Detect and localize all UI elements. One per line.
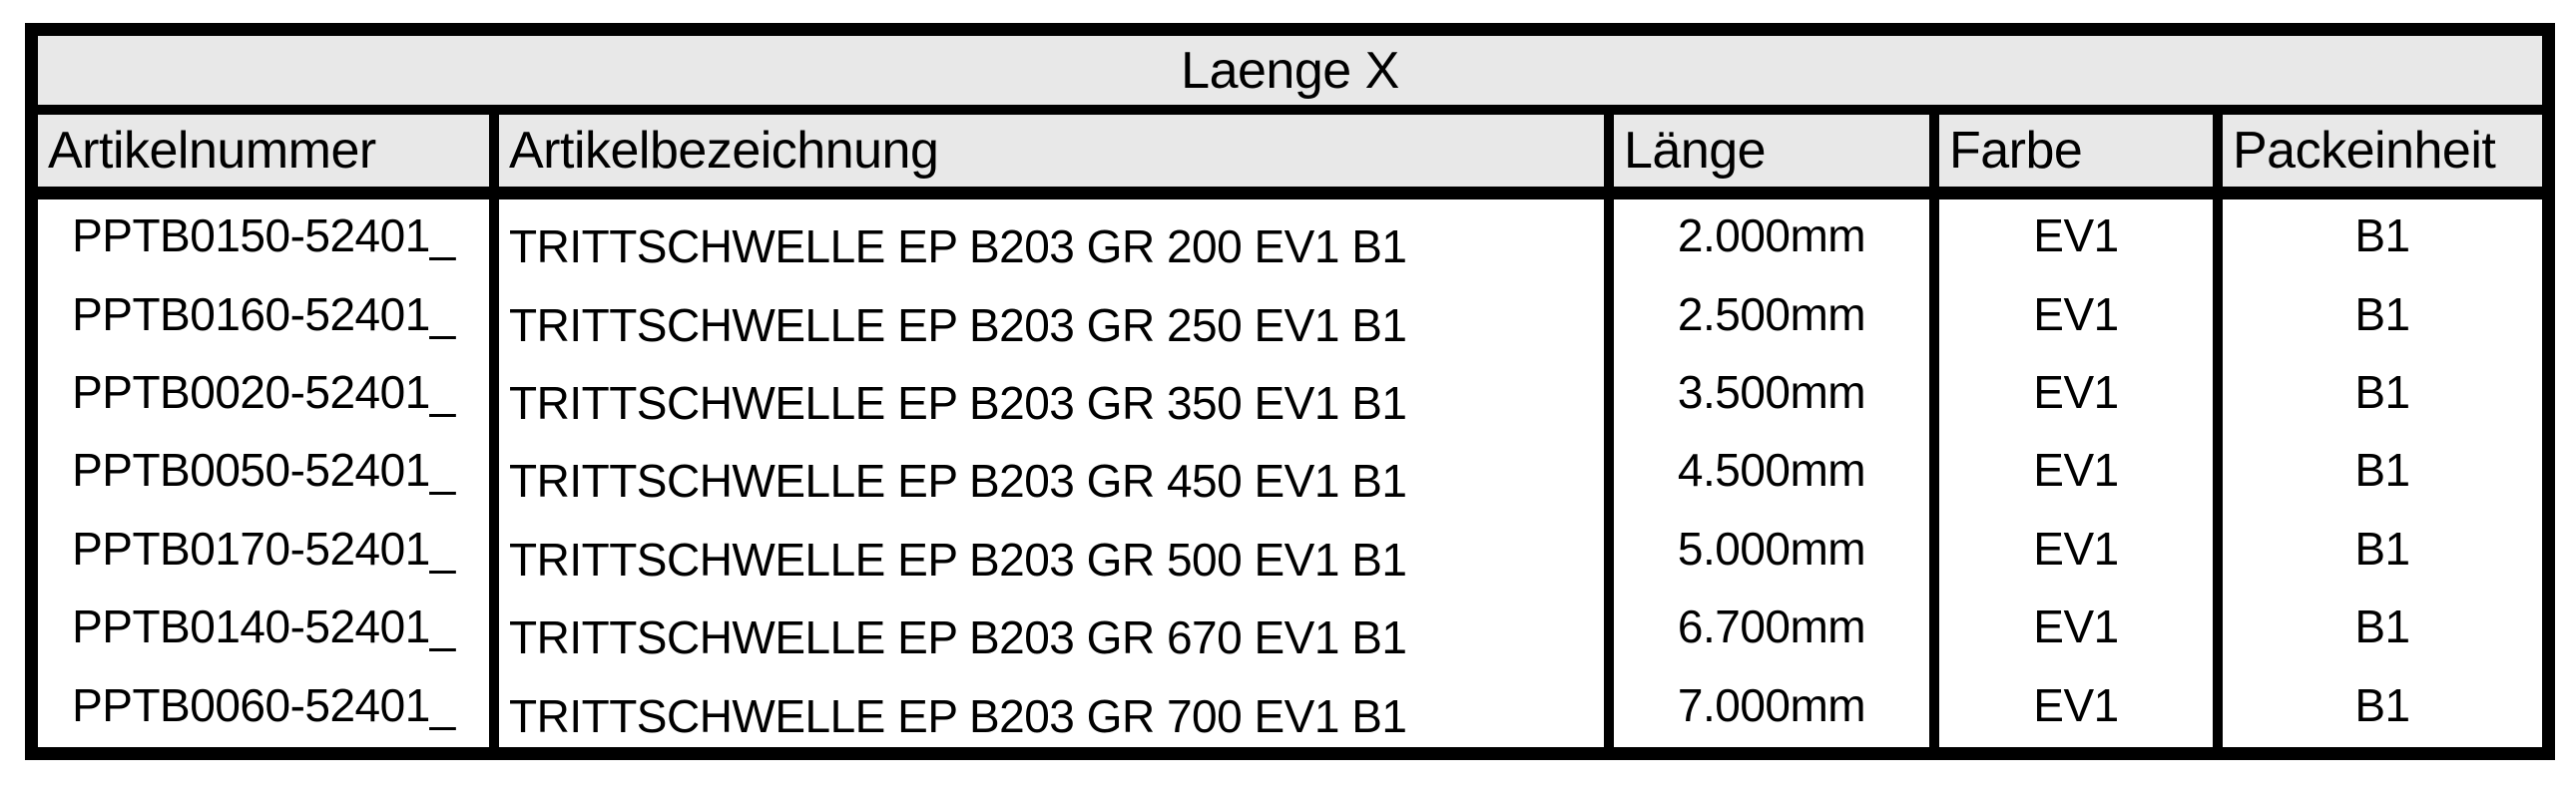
table-row: PPTB0150-52401_ TRITTSCHWELLE EP B203 GR… (38, 200, 2542, 278)
artikelbezeichnung-cell: TRITTSCHWELLE EP B203 GR 500 EV1 B1 (499, 512, 1614, 592)
column-header-farbe: Farbe (1939, 115, 2223, 187)
table-row: PPTB0020-52401_ TRITTSCHWELLE EP B203 GR… (38, 355, 2542, 435)
farbe-cell: EV1 (1939, 277, 2223, 356)
artikelbezeichnung-cell: TRITTSCHWELLE EP B203 GR 200 EV1 B1 (499, 200, 1614, 278)
laenge-cell: 4.500mm (1614, 434, 1939, 513)
table-row: PPTB0170-52401_ TRITTSCHWELLE EP B203 GR… (38, 512, 2542, 592)
laenge-cell: 2.500mm (1614, 277, 1939, 356)
table-header-row: Artikelnummer Artikelbezeichnung Länge F… (38, 115, 2542, 200)
table-title: Laenge X (1181, 41, 1399, 100)
article-table: Laenge X Artikelnummer Artikelbezeichnun… (25, 23, 2555, 760)
artikelnummer-cell: PPTB0160-52401_ (38, 277, 499, 356)
laenge-cell: 5.000mm (1614, 512, 1939, 592)
table-row: PPTB0160-52401_ TRITTSCHWELLE EP B203 GR… (38, 277, 2542, 356)
artikelnummer-cell: PPTB0140-52401_ (38, 591, 499, 669)
artikelnummer-cell: PPTB0170-52401_ (38, 512, 499, 592)
laenge-cell: 2.000mm (1614, 200, 1939, 278)
packeinheit-cell: B1 (2354, 209, 2410, 262)
laenge-cell: 3.500mm (1614, 355, 1939, 435)
artikelnummer-cell: PPTB0060-52401_ (38, 668, 499, 747)
column-header-artikelbezeichnung: Artikelbezeichnung (499, 115, 1614, 187)
artikelbezeichnung-cell: TRITTSCHWELLE EP B203 GR 450 EV1 B1 (499, 434, 1614, 513)
artikelbezeichnung-cell: TRITTSCHWELLE EP B203 GR 250 EV1 B1 (499, 277, 1614, 356)
packeinheit-cell: B1 (2354, 287, 2410, 340)
table-body: PPTB0150-52401_ TRITTSCHWELLE EP B203 GR… (38, 200, 2542, 747)
artikelnummer-cell: PPTB0020-52401_ (38, 355, 499, 435)
laenge-cell: 6.700mm (1614, 591, 1939, 669)
table-row: PPTB0050-52401_ TRITTSCHWELLE EP B203 GR… (38, 434, 2542, 513)
farbe-cell: EV1 (1939, 668, 2223, 747)
artikelnummer-cell: PPTB0050-52401_ (38, 434, 499, 513)
packeinheit-cell: B1 (2354, 678, 2410, 731)
column-header-artikelnummer: Artikelnummer (38, 115, 499, 187)
farbe-cell: EV1 (1939, 200, 2223, 278)
table-row: PPTB0140-52401_ TRITTSCHWELLE EP B203 GR… (38, 591, 2542, 669)
artikelbezeichnung-cell: TRITTSCHWELLE EP B203 GR 700 EV1 B1 (499, 668, 1614, 747)
packeinheit-cell: B1 (2354, 600, 2410, 653)
table-row: PPTB0060-52401_ TRITTSCHWELLE EP B203 GR… (38, 668, 2542, 747)
packeinheit-cell: B1 (2354, 444, 2410, 497)
artikelbezeichnung-cell: TRITTSCHWELLE EP B203 GR 350 EV1 B1 (499, 355, 1614, 435)
artikelnummer-cell: PPTB0150-52401_ (38, 200, 499, 278)
farbe-cell: EV1 (1939, 434, 2223, 513)
farbe-cell: EV1 (1939, 355, 2223, 435)
laenge-cell: 7.000mm (1614, 668, 1939, 747)
packeinheit-cell: B1 (2354, 522, 2410, 575)
column-header-packeinheit: Packeinheit (2233, 122, 2496, 180)
packeinheit-cell: B1 (2354, 366, 2410, 419)
table-title-row: Laenge X (38, 36, 2542, 115)
farbe-cell: EV1 (1939, 591, 2223, 669)
artikelbezeichnung-cell: TRITTSCHWELLE EP B203 GR 670 EV1 B1 (499, 591, 1614, 669)
column-header-laenge: Länge (1614, 115, 1939, 187)
farbe-cell: EV1 (1939, 512, 2223, 592)
